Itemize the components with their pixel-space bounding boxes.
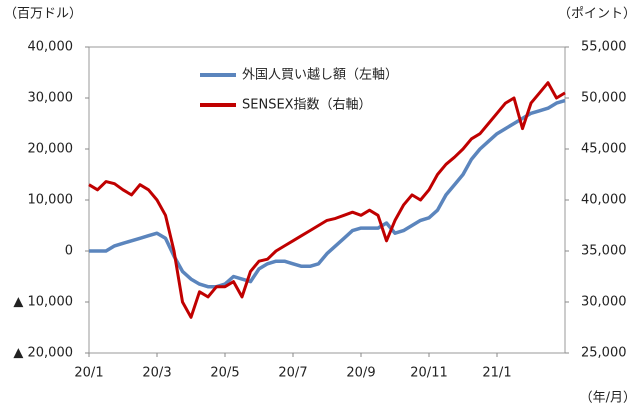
- plot-frame: [88, 46, 566, 354]
- y2-tick-label: 50,000: [581, 91, 627, 106]
- x-tick-label: 20/3: [142, 366, 171, 381]
- x-tick-label: 20/7: [278, 366, 307, 381]
- y-axis-title: （百万ドル）: [4, 7, 82, 22]
- y2-tick-label: 25,000: [581, 346, 627, 361]
- y2-tick-label: 30,000: [581, 295, 627, 310]
- x-tick-label: 21/1: [482, 366, 511, 381]
- x-tick-label: 20/11: [410, 366, 447, 381]
- y2-tick-label: 40,000: [581, 193, 627, 208]
- x-tick-label: 20/9: [346, 366, 375, 381]
- series-line: [88, 81, 566, 319]
- x-axis-title: （年/月）: [580, 391, 636, 406]
- y-tick-label: 40,000: [28, 40, 74, 55]
- y-tick-label: 0: [65, 244, 73, 259]
- y-tick-label: 30,000: [28, 91, 74, 106]
- y2-tick-label: 45,000: [581, 142, 627, 157]
- x-tick-label: 20/5: [210, 366, 239, 381]
- y-tick-label: ▲ 10,000: [13, 295, 73, 310]
- series-line: [89, 98, 566, 289]
- y-tick-label: 20,000: [28, 142, 74, 157]
- legend-label: SENSEX指数（右軸）: [242, 98, 372, 113]
- x-tick-label: 20/1: [74, 366, 103, 381]
- y2-axis-title: （ポイント）: [558, 7, 636, 22]
- y2-tick-label: 35,000: [581, 244, 627, 259]
- y-tick-label: 10,000: [28, 193, 74, 208]
- y-tick-label: ▲ 20,000: [13, 346, 73, 361]
- y2-tick-label: 55,000: [581, 40, 627, 55]
- legend-label: 外国人買い越し額（左軸）: [242, 68, 398, 83]
